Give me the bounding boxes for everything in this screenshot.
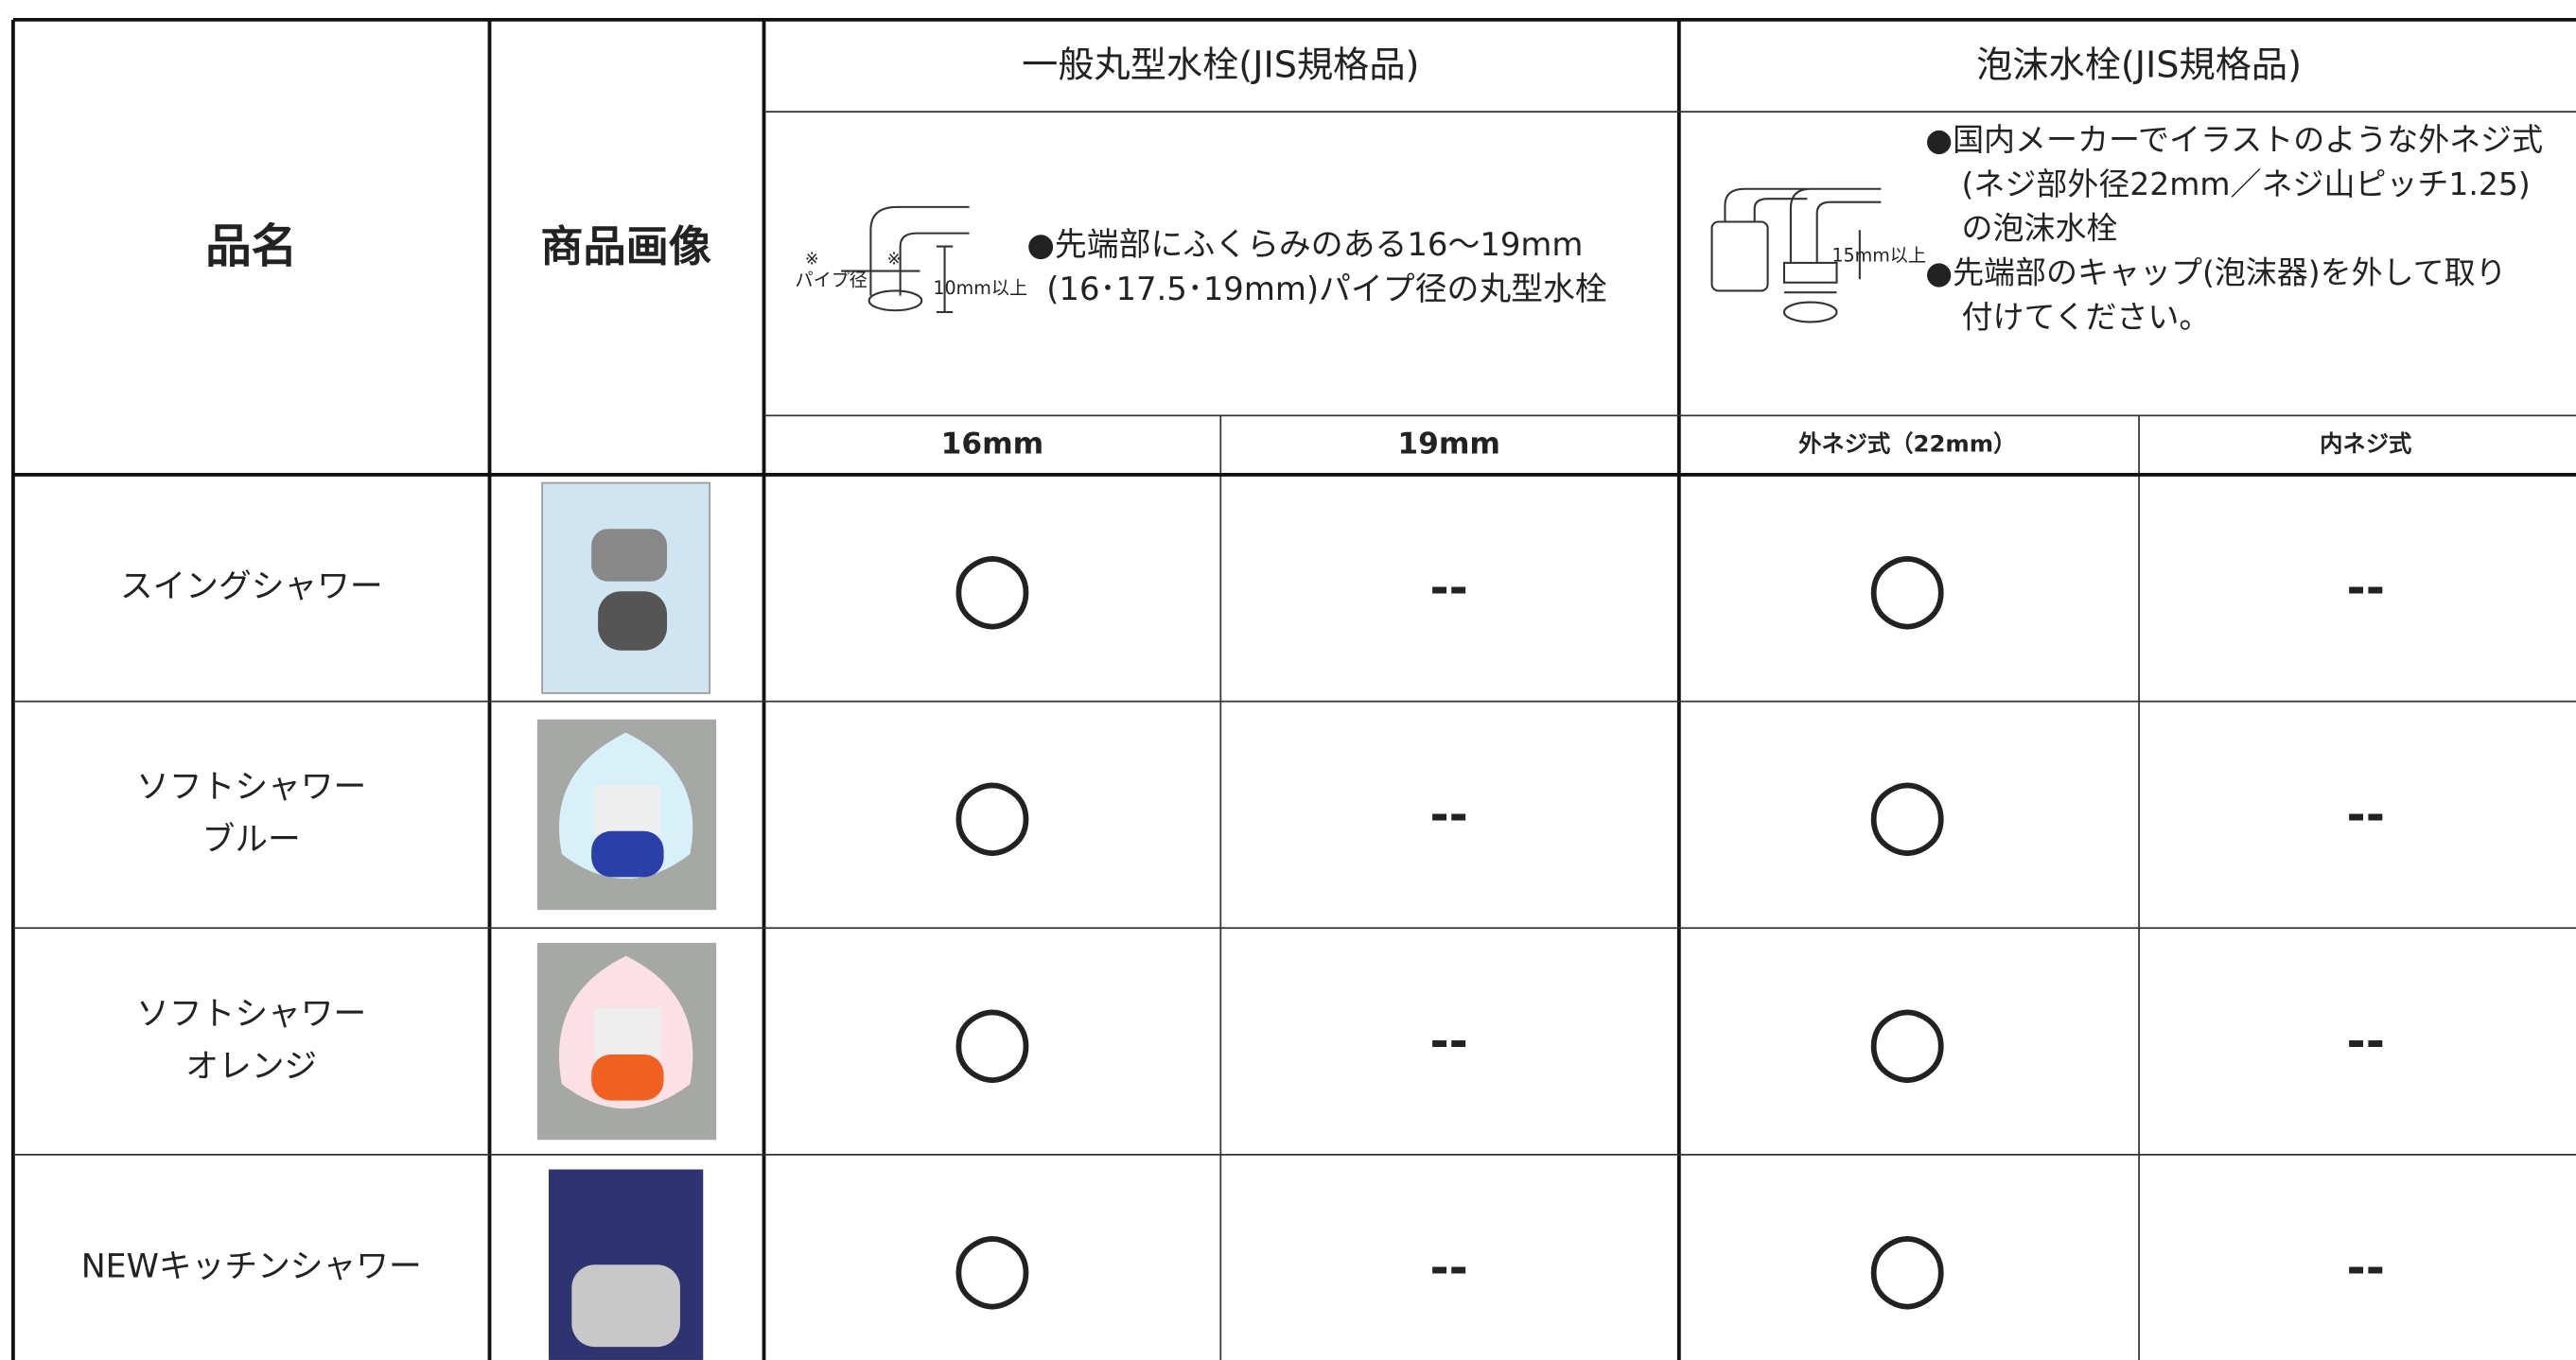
product-name: オレンジ [185,1048,317,1086]
product-image [598,591,668,651]
compatibility-mark: ○ [951,983,1034,1093]
subheader: 19mm [1397,427,1500,462]
compatibility-mark: ○ [1866,1210,1949,1320]
description: ●国内メーカーでイラストのような外ネジ式 [1925,121,2543,158]
diagram-label: 15mm以上 [1831,244,1926,266]
diagram-label: ※ [805,250,819,269]
compatibility-mark: -- [2347,562,2385,615]
compatibility-mark: -- [1430,789,1468,842]
product-image [594,1008,661,1058]
compatibility-mark: ○ [951,757,1034,867]
product-name: スイングシャワー [120,568,383,606]
compatibility-mark: ○ [951,530,1034,640]
product-images [536,481,717,1360]
group-header: 泡沫水栓(JIS規格品) [1976,45,2302,87]
product-name: NEWキッチンシャワー [81,1248,422,1286]
description: の泡沫水栓 [1962,210,2118,247]
description: 付けてください。 [1962,298,2211,335]
subheader: 16mm [941,427,1044,462]
description: ●先端部のキャップ(泡沫器)を外して取り [1925,254,2506,291]
product-name: ソフトシャワー [136,769,366,807]
compatibility-mark: -- [2347,1242,2385,1295]
compatibility-mark: -- [1430,562,1468,615]
product-image [591,830,664,878]
compatibility-mark: -- [1430,1016,1468,1069]
compatibility-mark: -- [2347,789,2385,842]
product-image [594,785,661,835]
subheader: 内ネジ式 [2320,430,2411,458]
group-header: 一般丸型水栓(JIS規格品) [1022,45,1419,87]
product-image [541,481,711,694]
compatibility-mark: ○ [1866,530,1949,640]
grid [10,17,2576,1360]
product-image [591,1054,664,1101]
compatibility-mark: ○ [1866,983,1949,1093]
compatibility-mark: ○ [1866,757,1949,867]
diagram-round-faucet [841,205,970,314]
diagram-label: 10mm以上 [933,277,1027,299]
header-name: 品名 [205,220,297,273]
description: (16･17.5･19mm)パイプ径の丸型水栓 [1046,270,1607,307]
compatibility-mark: -- [1430,1242,1468,1295]
description: (ネジ部外径22mm／ネジ山ピッチ1.25) [1962,166,2531,202]
subheader: 外ネジ式（22mm） [1798,430,2016,458]
product-name: ソフトシャワー [136,995,366,1033]
header-image: 商品画像 [540,221,711,271]
diagram-aerator-faucet [1710,187,1882,323]
diagram-label: ※ [887,250,902,269]
description: ●先端部にふくらみのある16～19mm [1026,226,1583,263]
diagram-label: パイプ径 [796,270,867,291]
product-image [591,529,668,582]
compatibility-mark: ○ [951,1210,1034,1320]
product-name: ブルー [202,821,301,859]
product-image [571,1264,680,1348]
compatibility-mark: -- [2347,1016,2385,1069]
